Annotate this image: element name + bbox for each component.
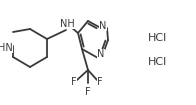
Text: F: F [85,87,91,97]
Text: F: F [97,77,103,87]
Text: HCl: HCl [148,33,168,43]
Text: F: F [71,77,77,87]
Text: N: N [99,21,107,31]
Text: HN: HN [0,43,13,53]
Text: HCl: HCl [148,57,168,67]
Text: N: N [97,49,105,59]
Text: NH: NH [60,19,74,29]
